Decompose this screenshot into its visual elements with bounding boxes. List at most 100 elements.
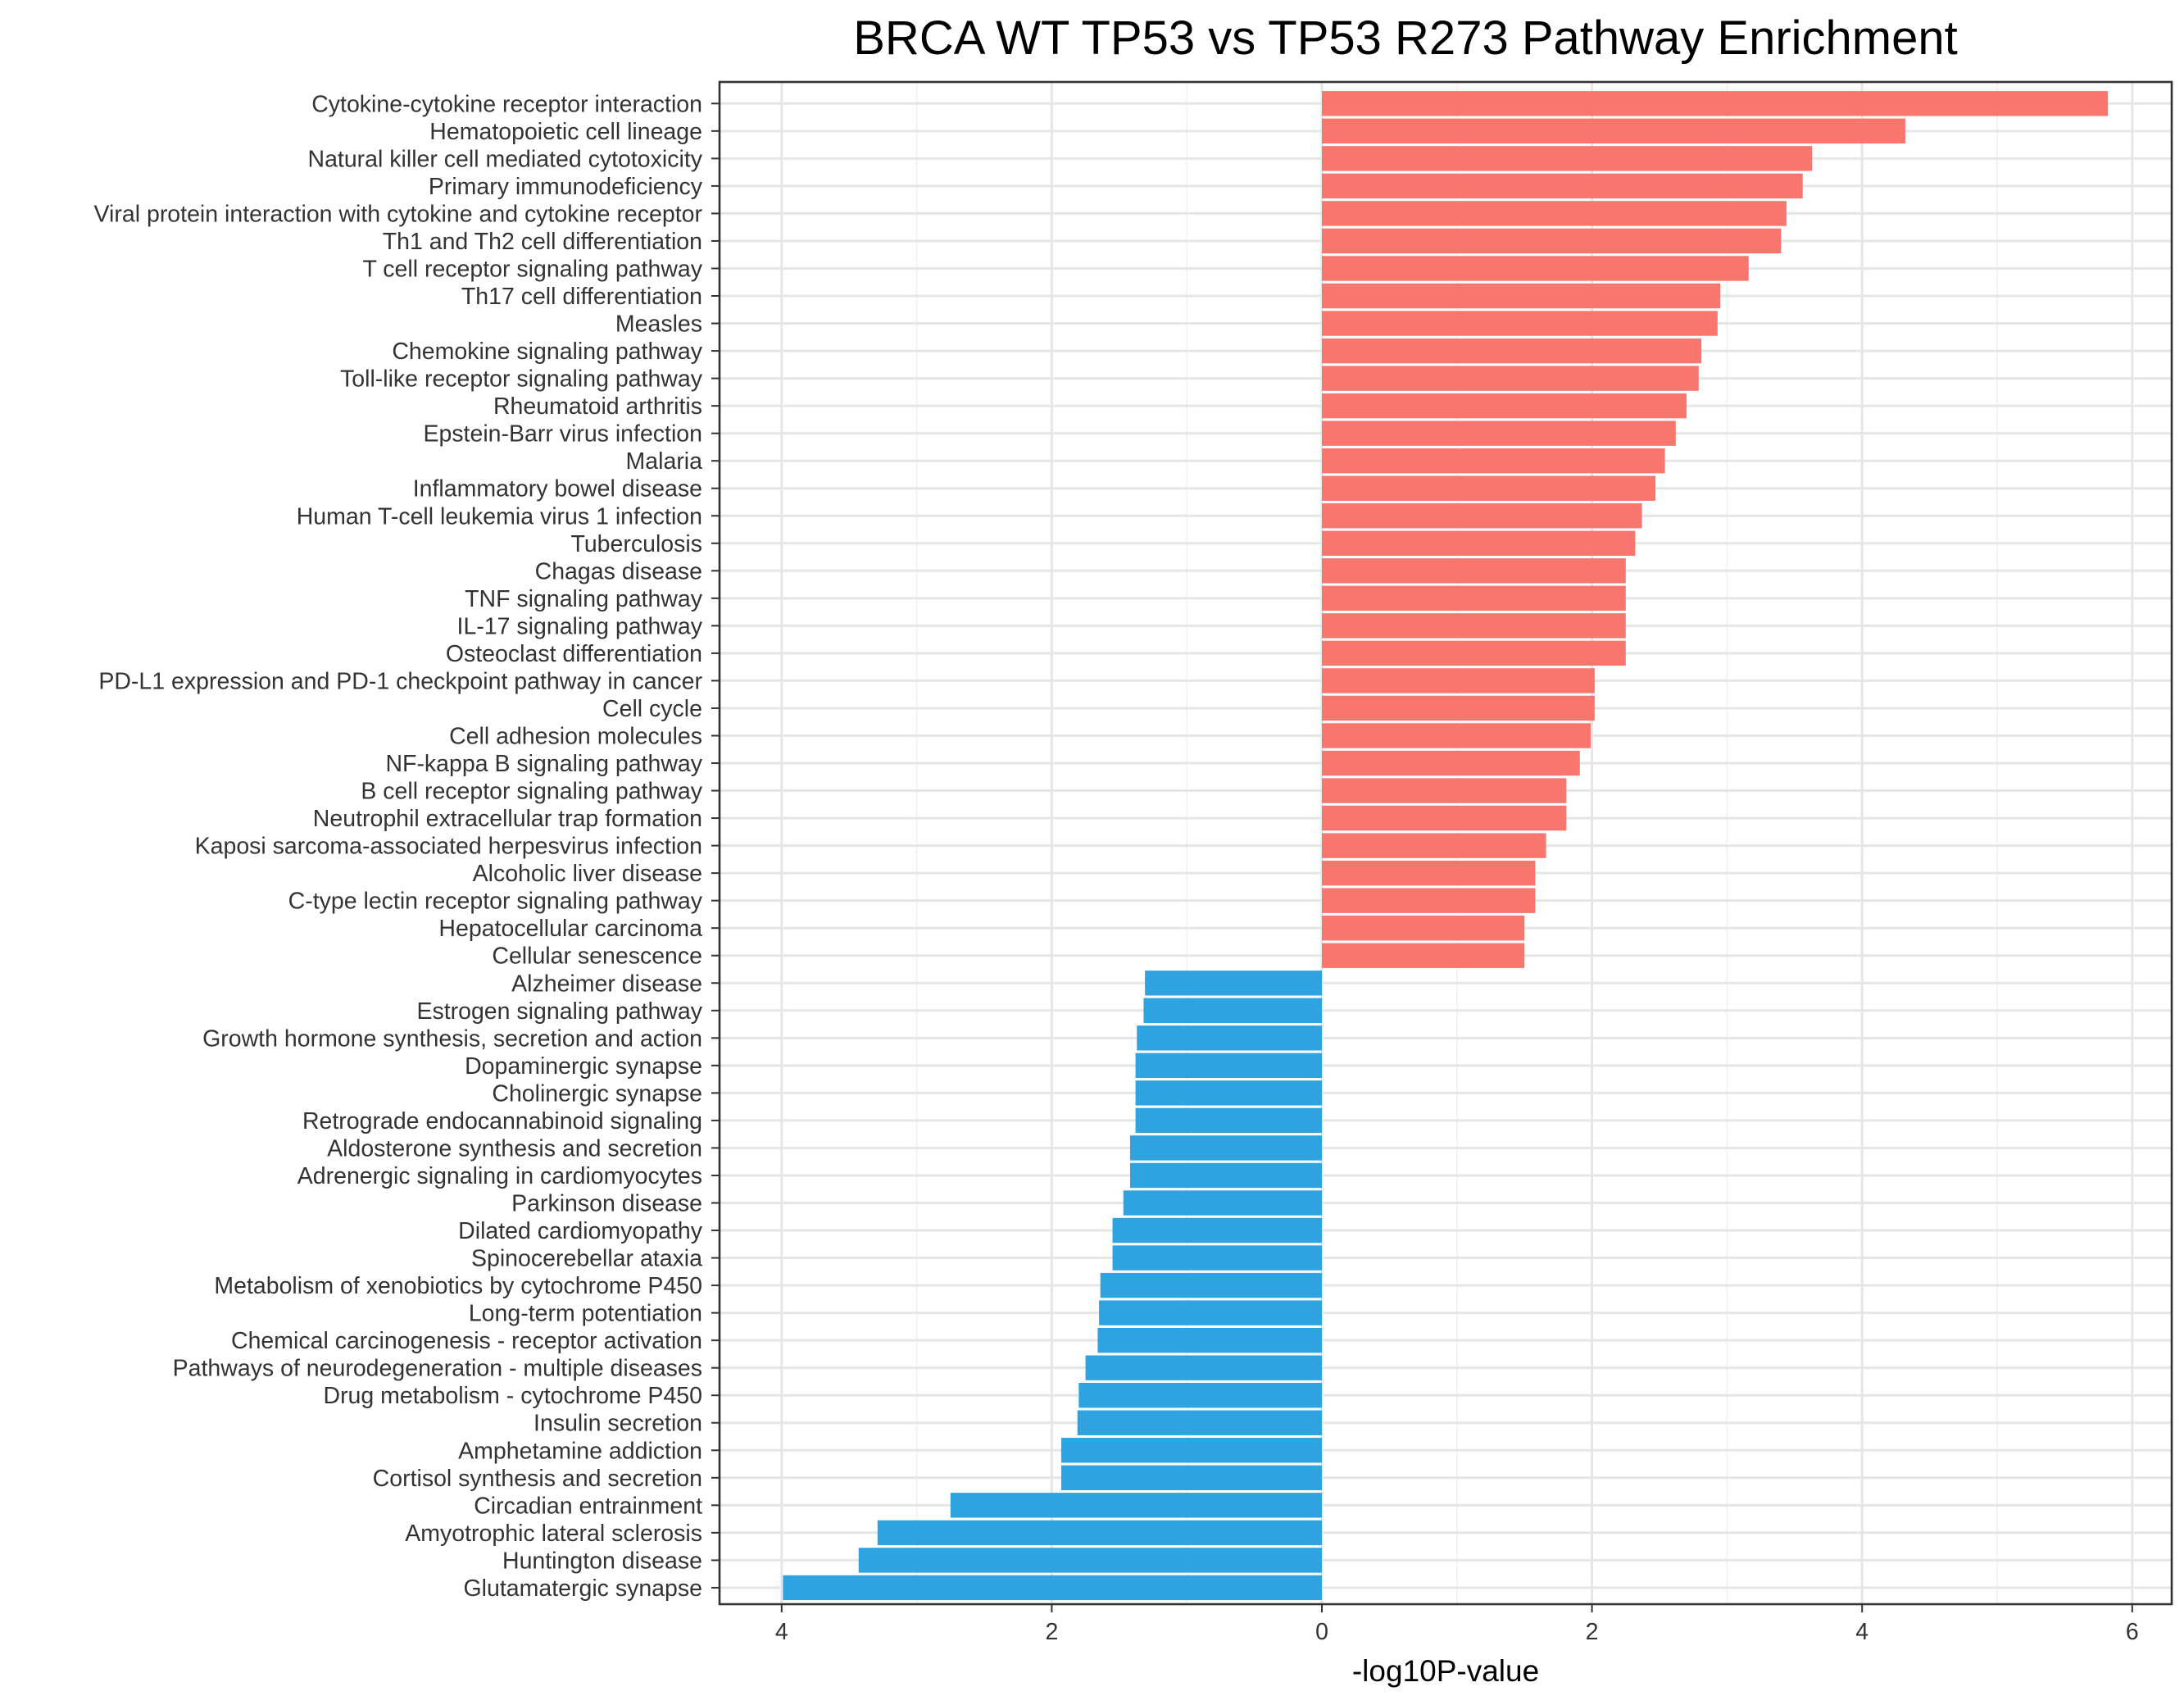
bar-27 [1322, 805, 1567, 831]
category-label: Cell adhesion molecules [449, 723, 702, 749]
category-label: Kaposi sarcoma-associated herpesvirus in… [195, 834, 702, 860]
category-label: Amphetamine addiction [458, 1438, 702, 1464]
bar-31 [1322, 916, 1525, 941]
bar-8 [1322, 283, 1721, 309]
category-label: Cell cycle [602, 696, 702, 722]
category-label: Cellular senescence [492, 943, 702, 970]
category-label: Th17 cell differentiation [461, 284, 702, 310]
category-label: Tuberculosis [570, 531, 702, 557]
bar-41 [1123, 1190, 1322, 1216]
category-label: Adrenergic signaling in cardiomyocytes [297, 1163, 702, 1189]
category-label: Inflammatory bowel disease [413, 476, 702, 502]
bar-22 [1322, 668, 1595, 693]
bar-40 [1129, 1162, 1322, 1189]
category-label: Metabolism of xenobiotics by cytochrome … [214, 1273, 702, 1299]
category-label: Huntington disease [502, 1548, 702, 1574]
bar-50 [1060, 1438, 1322, 1463]
bar-2 [1322, 118, 1905, 144]
category-label: Cholinergic synapse [492, 1080, 702, 1107]
category-label: IL-17 signaling pathway [457, 613, 703, 639]
bar-34 [1143, 998, 1322, 1023]
x-axis-title: -log10P-value [1352, 1654, 1539, 1688]
category-label: Alzheimer disease [511, 971, 702, 997]
bar-48 [1078, 1383, 1322, 1408]
category-label: Cortisol synthesis and secretion [373, 1466, 702, 1492]
category-label: B cell receptor signaling pathway [361, 779, 702, 805]
category-label: T cell receptor signaling pathway [362, 256, 702, 282]
x-tick-label: 4 [775, 1619, 788, 1645]
bar-17 [1322, 530, 1636, 556]
x-tick-label: 4 [1855, 1619, 1868, 1645]
bar-35 [1137, 1025, 1322, 1051]
bar-43 [1112, 1245, 1322, 1271]
bar-54 [858, 1548, 1322, 1573]
category-label: Cytokine-cytokine receptor interaction [311, 91, 702, 117]
bar-13 [1322, 421, 1676, 446]
x-tick-label: 2 [1586, 1619, 1599, 1645]
category-label: Hepatocellular carcinoma [438, 916, 702, 942]
bar-45 [1099, 1300, 1322, 1325]
x-tick-label: 6 [2126, 1619, 2139, 1645]
bar-14 [1322, 448, 1665, 474]
bar-52 [950, 1493, 1322, 1518]
bar-51 [1060, 1465, 1322, 1490]
bar-42 [1112, 1217, 1322, 1244]
bar-1 [1322, 91, 2109, 116]
bar-44 [1100, 1272, 1322, 1298]
bar-5 [1322, 201, 1787, 226]
category-label: Alcoholic liver disease [473, 861, 702, 887]
x-tick-label: 0 [1315, 1619, 1328, 1645]
bar-19 [1322, 585, 1626, 612]
bar-24 [1322, 723, 1591, 748]
category-label: Osteoclast differentiation [446, 641, 702, 667]
bar-49 [1077, 1410, 1322, 1435]
category-label: Long-term potentiation [469, 1301, 702, 1327]
bar-37 [1135, 1080, 1322, 1106]
category-label: Natural killer cell mediated cytotoxicit… [307, 146, 702, 172]
bar-16 [1322, 503, 1642, 529]
category-label: Measles [615, 311, 702, 338]
bar-18 [1322, 558, 1626, 584]
category-label: Chemical carcinogenesis - receptor activ… [231, 1328, 702, 1354]
bar-30 [1322, 888, 1536, 913]
category-label: Aldosterone synthesis and secretion [327, 1135, 702, 1162]
category-label: TNF signaling pathway [465, 586, 703, 612]
category-label: Chagas disease [535, 558, 702, 584]
category-label: Epstein-Barr virus infection [423, 421, 702, 448]
category-label: Neutrophil extracellular trap formation [313, 806, 702, 832]
bar-46 [1097, 1327, 1322, 1353]
category-label: Spinocerebellar ataxia [471, 1246, 702, 1272]
category-label: Retrograde endocannabinoid signaling [302, 1108, 702, 1134]
category-label: Dopaminergic synapse [465, 1053, 702, 1080]
category-label: Rheumatoid arthritis [493, 393, 702, 420]
bar-12 [1322, 393, 1687, 419]
category-label: Drug metabolism - cytochrome P450 [323, 1383, 702, 1409]
category-label: Hematopoietic cell lineage [429, 119, 702, 145]
bar-3 [1322, 146, 1813, 171]
category-label: Insulin secretion [534, 1411, 702, 1437]
bar-29 [1322, 860, 1536, 886]
category-label: Viral protein interaction with cytokine … [94, 201, 703, 227]
bar-39 [1129, 1135, 1322, 1161]
bars [783, 91, 2109, 1601]
y-axis: Cytokine-cytokine receptor interactionHe… [94, 91, 720, 1602]
category-label: Human T-cell leukemia virus 1 infection [297, 503, 702, 530]
bar-15 [1322, 475, 1656, 501]
bar-55 [783, 1575, 1322, 1601]
category-label: Circadian entrainment [474, 1493, 702, 1519]
category-label: Pathways of neurodegeneration - multiple… [173, 1356, 702, 1382]
bar-28 [1322, 833, 1546, 858]
bar-6 [1322, 228, 1782, 254]
plot-panel [718, 80, 2173, 1606]
category-label: PD-L1 expression and PD-1 checkpoint pat… [98, 668, 702, 694]
x-tick-label: 2 [1045, 1619, 1058, 1645]
bar-26 [1322, 778, 1567, 803]
category-label: Parkinson disease [511, 1191, 702, 1217]
category-label: Th1 and Th2 cell differentiation [383, 229, 702, 255]
bar-33 [1145, 971, 1322, 996]
category-label: Malaria [626, 448, 703, 475]
category-label: Glutamatergic synapse [464, 1575, 702, 1602]
bar-25 [1322, 750, 1580, 776]
